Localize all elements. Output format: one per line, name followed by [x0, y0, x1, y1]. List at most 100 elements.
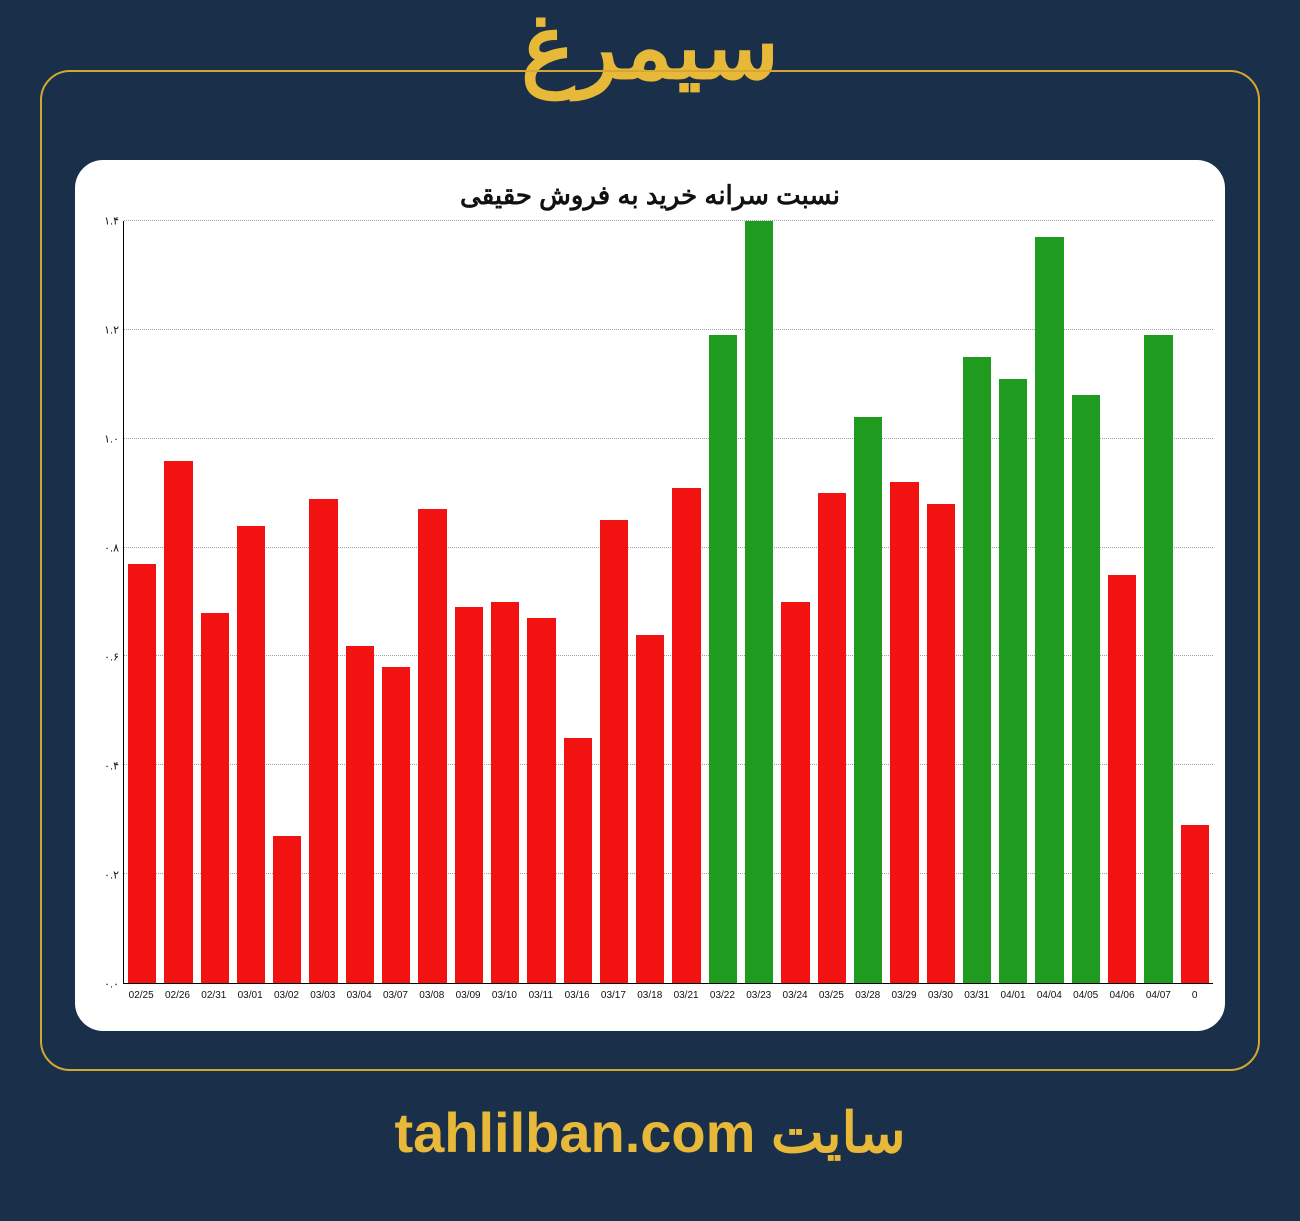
chart-plot [123, 221, 1213, 984]
bar-slot [560, 221, 596, 983]
x-tick-label: 02/25 [123, 986, 159, 1012]
bar [999, 379, 1027, 983]
bar-slot [632, 221, 668, 983]
bar-slot [995, 221, 1031, 983]
x-tick-label: 03/24 [777, 986, 813, 1012]
bar [854, 417, 882, 983]
bar [781, 602, 809, 983]
bar-slot [850, 221, 886, 983]
x-tick-label: 03/30 [922, 986, 958, 1012]
bar-slot [451, 221, 487, 983]
bar [309, 499, 337, 983]
bar [963, 357, 991, 983]
y-tick-label: ۰.۲ [85, 869, 119, 882]
x-tick-label: 03/18 [632, 986, 668, 1012]
bar [1072, 395, 1100, 983]
x-tick-label: 04/05 [1068, 986, 1104, 1012]
y-tick-label: ۰.۸ [85, 542, 119, 555]
bar-slot [1031, 221, 1067, 983]
bar-slot [414, 221, 450, 983]
bar-slot [923, 221, 959, 983]
x-axis-labels: 02/2502/2602/3103/0103/0203/0303/0403/07… [123, 986, 1213, 1012]
bar-slot [233, 221, 269, 983]
bar-slot [1177, 221, 1213, 983]
x-tick-label: 03/10 [486, 986, 522, 1012]
x-tick-label: 03/28 [850, 986, 886, 1012]
x-tick-label: 03/23 [741, 986, 777, 1012]
y-tick-label: ۰.۰ [85, 978, 119, 991]
x-tick-label: 03/29 [886, 986, 922, 1012]
chart-title: نسبت سرانه خرید به فروش حقیقی [85, 180, 1215, 211]
y-tick-label: ۰.۴ [85, 760, 119, 773]
bar [382, 667, 410, 983]
y-tick-label: ۱.۰ [85, 433, 119, 446]
bar [1035, 237, 1063, 983]
x-tick-label: 03/25 [813, 986, 849, 1012]
bar-slot [668, 221, 704, 983]
bar-slot [814, 221, 850, 983]
bar [709, 335, 737, 983]
x-tick-label: 03/08 [414, 986, 450, 1012]
bar-slot [886, 221, 922, 983]
y-tick-label: ۱.۴ [85, 215, 119, 228]
bar-slot [1068, 221, 1104, 983]
x-tick-label: 03/31 [959, 986, 995, 1012]
bar [164, 461, 192, 984]
bar [890, 482, 918, 983]
x-tick-label: 03/17 [595, 986, 631, 1012]
bar [201, 613, 229, 983]
bar [1108, 575, 1136, 983]
x-tick-label: 03/03 [305, 986, 341, 1012]
x-tick-label: 03/11 [523, 986, 559, 1012]
bar-slot [124, 221, 160, 983]
bar [927, 504, 955, 983]
bar-slot [596, 221, 632, 983]
bar-slot [1140, 221, 1176, 983]
bar-slot [269, 221, 305, 983]
footer-text: سایت tahlilban.com [0, 1100, 1300, 1166]
bar-slot [705, 221, 741, 983]
x-tick-label: 03/07 [377, 986, 413, 1012]
y-tick-label: ۰.۶ [85, 651, 119, 664]
x-tick-label: 04/07 [1140, 986, 1176, 1012]
bar-slot [160, 221, 196, 983]
bar-slot [342, 221, 378, 983]
bar [818, 493, 846, 983]
bar-slot [959, 221, 995, 983]
x-tick-label: 03/21 [668, 986, 704, 1012]
x-tick-label: 03/01 [232, 986, 268, 1012]
bar [237, 526, 265, 983]
x-tick-label: 04/01 [995, 986, 1031, 1012]
chart-area: 02/2502/2602/3103/0103/0203/0303/0403/07… [85, 221, 1215, 1012]
bar [491, 602, 519, 983]
bar [600, 520, 628, 983]
bar-slot [197, 221, 233, 983]
bar [527, 618, 555, 983]
footer-fa: سایت [771, 1101, 906, 1164]
bar-slot [523, 221, 559, 983]
x-tick-label: 03/09 [450, 986, 486, 1012]
bar [745, 221, 773, 983]
bar-slot [487, 221, 523, 983]
bar-slot [378, 221, 414, 983]
bar-slot [741, 221, 777, 983]
bar [564, 738, 592, 983]
bar [636, 635, 664, 983]
x-tick-label: 04/06 [1104, 986, 1140, 1012]
x-tick-label: 03/16 [559, 986, 595, 1012]
x-tick-label: 04/04 [1031, 986, 1067, 1012]
bar [455, 607, 483, 983]
x-tick-label: 0 [1177, 986, 1213, 1012]
x-tick-label: 03/02 [268, 986, 304, 1012]
x-tick-label: 03/22 [704, 986, 740, 1012]
bar [1181, 825, 1209, 983]
bar-slot [777, 221, 813, 983]
bar [128, 564, 156, 983]
bars-container [124, 221, 1213, 983]
bar-slot [305, 221, 341, 983]
y-tick-label: ۱.۲ [85, 324, 119, 337]
bar [346, 646, 374, 983]
x-tick-label: 03/04 [341, 986, 377, 1012]
bar [672, 488, 700, 983]
x-tick-label: 02/31 [196, 986, 232, 1012]
